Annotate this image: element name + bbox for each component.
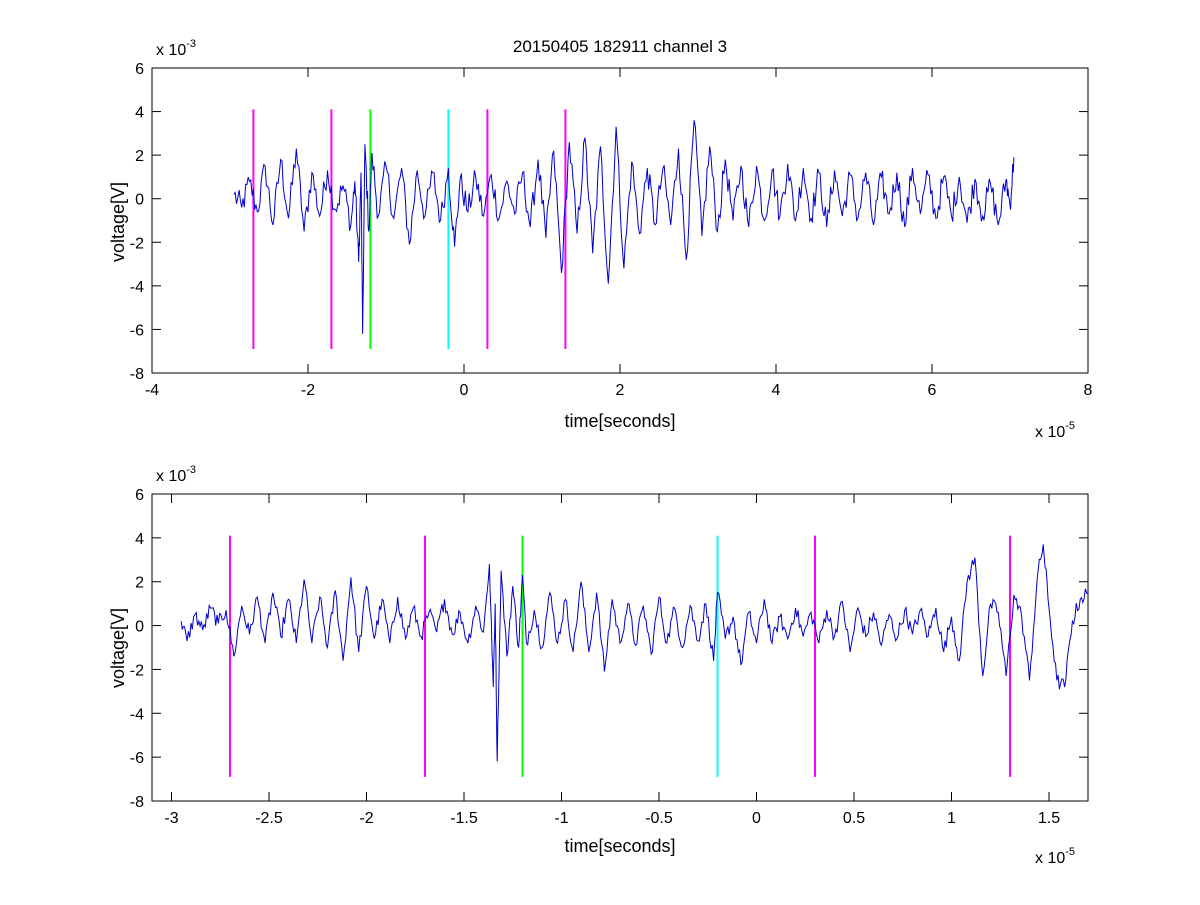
x-tick-label: 6 [928,382,937,399]
x-tick-label: 0.5 [843,810,865,827]
y-tick-label: -8 [130,794,144,811]
y-axis-label: voltage[V] [108,608,128,688]
signal-series [233,120,1015,334]
x-exponent-power: -5 [1065,420,1075,432]
y-exponent-base: x 10 [156,42,186,59]
x-tick-label: -1 [554,810,568,827]
y-tick-label: 4 [135,105,144,122]
x-exponent-power: -5 [1065,846,1075,858]
y-tick-label: 2 [135,575,144,592]
y-exponent-power: -3 [186,464,196,476]
x-tick-label: 1.5 [1038,810,1060,827]
x-exponent-base: x 10 [1035,424,1065,441]
y-tick-label: -2 [130,235,144,252]
y-tick-label: 2 [135,148,144,165]
y-tick-label: -4 [130,279,144,296]
y-exponent-base: x 10 [156,468,186,485]
x-tick-label: 0 [460,382,469,399]
y-ticks: 6 4 2 0 -2 -4 -6 -8 [130,61,1088,383]
x-tick-label: -0.5 [645,810,673,827]
x-ticks: -4 -2 0 2 4 6 8 [145,68,1093,399]
y-exponent-power: -3 [186,38,196,50]
y-tick-label: 6 [135,61,144,78]
signal-line [233,120,1015,334]
y-tick-label: -6 [130,750,144,767]
x-exponent-label: x 10-5 [1035,846,1075,867]
x-tick-label: 0 [752,810,761,827]
x-ticks: -3 -2.5 -2 -1.5 -1 -0.5 0 0.5 1 1.5 [164,494,1060,827]
x-tick-label: 2 [616,382,625,399]
y-tick-label: 6 [135,487,144,504]
x-tick-label: -4 [145,382,159,399]
chart-title: 20150405 182911 channel 3 [513,37,727,56]
x-tick-label: -1.5 [450,810,478,827]
x-tick-label: 8 [1084,382,1093,399]
x-tick-label: -3 [164,810,178,827]
x-tick-label: -2 [359,810,373,827]
y-exponent-label: x 10-3 [156,38,196,59]
y-ticks: 6 4 2 0 -2 -4 -6 -8 [130,487,1088,811]
event-markers [229,535,1011,777]
y-tick-label: -2 [130,662,144,679]
y-exponent-label: x 10-3 [156,464,196,485]
x-axis-label: time[seconds] [564,411,675,431]
x-axis-label: time[seconds] [564,836,675,856]
y-tick-label: -4 [130,706,144,723]
x-tick-label: -2.5 [255,810,283,827]
axes-box [151,493,1089,802]
y-axis-label: voltage[V] [108,182,128,262]
top-subplot: 20150405 182911 channel 3 -4 -2 0 2 4 6 8 6 4 2 0… [108,37,1093,441]
signal-line [180,544,1089,762]
x-exponent-label: x 10-5 [1035,420,1075,441]
y-tick-label: 4 [135,531,144,548]
bottom-subplot: -3 -2.5 -2 -1.5 -1 -0.5 0 0.5 1 1.5 6420-2-4-6-8 … [108,464,1089,867]
y-tick-label: 0 [135,192,144,209]
event-markers [252,109,567,350]
y-tick-label: -8 [130,366,144,383]
y-tick-label: -6 [130,322,144,339]
x-tick-label: 1 [947,810,956,827]
x-tick-label: -2 [301,382,315,399]
x-exponent-base: x 10 [1035,850,1065,867]
signal-series [180,544,1089,762]
y-tick-label: 0 [135,619,144,636]
x-tick-label: 4 [772,382,781,399]
